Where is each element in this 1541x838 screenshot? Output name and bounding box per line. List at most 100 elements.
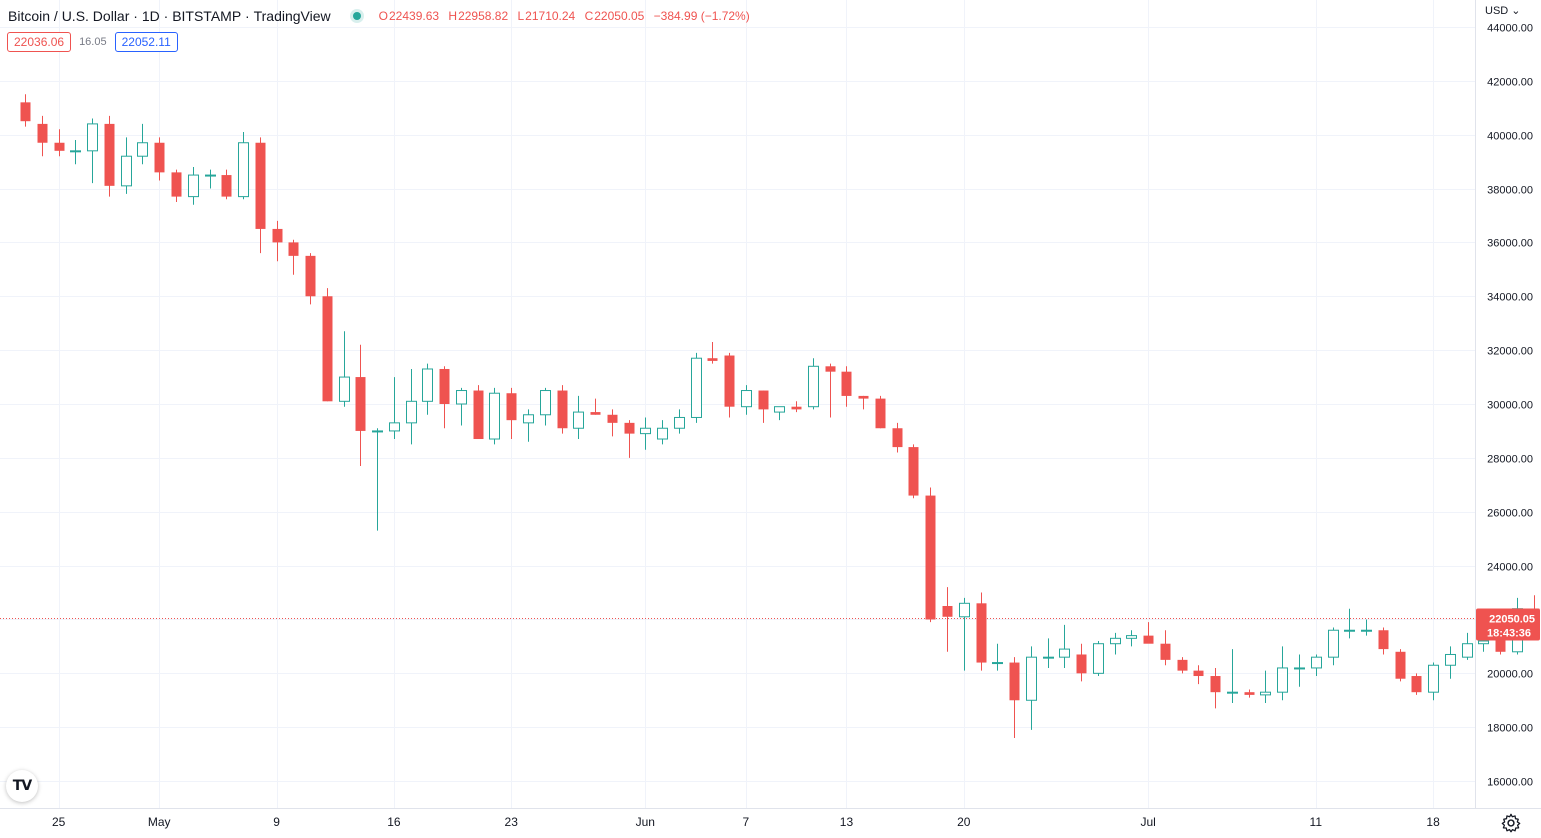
gear-icon[interactable] (1500, 812, 1522, 834)
price-tick-label: 18000.00 (1487, 723, 1533, 735)
ohlc-values: O22439.63 H22958.82 L21710.24 C22050.05 … (379, 9, 750, 23)
candle-body (925, 495, 936, 620)
candle (1378, 627, 1389, 655)
symbol-legend[interactable]: Bitcoin / U.S. Dollar · 1D · BITSTAMP · … (8, 8, 750, 24)
candle-body (1026, 656, 1037, 701)
candle (1059, 624, 1070, 668)
currency-selector[interactable]: USD ⌄ (1485, 4, 1521, 17)
candle-body (104, 123, 115, 186)
candle-body (640, 427, 651, 435)
candle-body (607, 414, 618, 423)
candle-body (506, 393, 517, 421)
candle (741, 385, 752, 415)
price-axis[interactable]: 16000.0018000.0020000.0022000.0024000.00… (1487, 23, 1533, 789)
symbol-name[interactable]: Bitcoin / U.S. Dollar (8, 8, 130, 24)
candle-body (272, 228, 283, 243)
candle-body (1177, 659, 1188, 671)
candle-body (1428, 664, 1439, 693)
candle-body (221, 175, 232, 197)
sell-price-button[interactable]: 22036.06 (7, 32, 72, 52)
candle-body (171, 172, 182, 197)
candle (1411, 673, 1422, 695)
candle (825, 363, 836, 418)
low-value: 21710.24 (525, 9, 576, 23)
candle-body (691, 357, 702, 418)
buy-price-button[interactable]: 22052.11 (114, 32, 178, 52)
candle-body (70, 150, 81, 153)
candle (1110, 632, 1121, 655)
price-tick-label: 40000.00 (1487, 131, 1533, 143)
candle-body (557, 390, 568, 429)
candle (1093, 641, 1104, 677)
candle (1344, 608, 1355, 639)
candle (1311, 654, 1322, 677)
price-tick-label: 42000.00 (1487, 77, 1533, 89)
candle (1428, 662, 1439, 701)
candle (640, 417, 651, 450)
candle (322, 288, 333, 402)
candle (272, 220, 283, 262)
price-tick-label: 30000.00 (1487, 400, 1533, 412)
price-tick-label: 32000.00 (1487, 346, 1533, 358)
bar-countdown-label: 18:43:36 (1487, 628, 1531, 640)
candle-body (791, 406, 802, 410)
candle (540, 387, 551, 426)
time-tick-label: Jul (1140, 815, 1155, 829)
candle-body (707, 358, 718, 361)
candle (1076, 643, 1087, 682)
candle-body (322, 296, 333, 402)
candle (1395, 649, 1406, 682)
candle (221, 169, 232, 200)
price-tick-label: 24000.00 (1487, 562, 1533, 574)
candle (892, 422, 903, 453)
close-key: C (584, 9, 594, 23)
candle-body (54, 142, 65, 151)
candle (976, 592, 987, 671)
candle (1244, 689, 1255, 698)
candle-body (255, 142, 266, 229)
candle (87, 118, 98, 184)
candle (1026, 646, 1037, 730)
candle (37, 115, 48, 157)
candle-body (422, 368, 433, 402)
open-key: O (378, 9, 388, 23)
candle-body (1227, 691, 1238, 694)
candle (624, 420, 635, 458)
candle-body (1160, 643, 1171, 660)
price-tick-label: 44000.00 (1487, 23, 1533, 35)
candle (238, 131, 249, 200)
candle-body (825, 366, 836, 372)
market-status-icon[interactable] (352, 12, 361, 20)
source-label: TradingView (253, 8, 331, 24)
time-tick-label: 13 (840, 815, 854, 829)
candle (1260, 670, 1271, 703)
candle-body (355, 377, 366, 431)
candle (1143, 622, 1154, 644)
candle-body (1294, 667, 1305, 670)
candle-body (741, 390, 752, 408)
candle-body (406, 400, 417, 424)
tradingview-logo-icon[interactable]: TV (6, 770, 38, 802)
candle-body (1311, 656, 1322, 669)
time-axis[interactable]: 25May91623Jun71320Jul111825 (52, 815, 1541, 829)
exchange-label: BITSTAMP (172, 8, 242, 24)
candle (992, 643, 1003, 671)
high-key: H (448, 9, 458, 23)
interval-label[interactable]: 1D (141, 8, 160, 24)
candles (20, 94, 1540, 738)
candle (858, 395, 869, 410)
candle (473, 385, 484, 440)
candle (137, 123, 148, 165)
candle-body (1126, 635, 1137, 639)
time-tick-label: May (148, 815, 171, 829)
candle-body (942, 606, 953, 617)
last-price-label: 22050.05 (1489, 614, 1535, 626)
price-tick-label: 20000.00 (1487, 669, 1533, 681)
candle (1160, 630, 1171, 666)
candle-body (137, 142, 148, 157)
price-tick-label: 28000.00 (1487, 454, 1533, 466)
candle-body (573, 411, 584, 429)
candle-body (37, 123, 48, 143)
candle-body (1210, 676, 1221, 693)
